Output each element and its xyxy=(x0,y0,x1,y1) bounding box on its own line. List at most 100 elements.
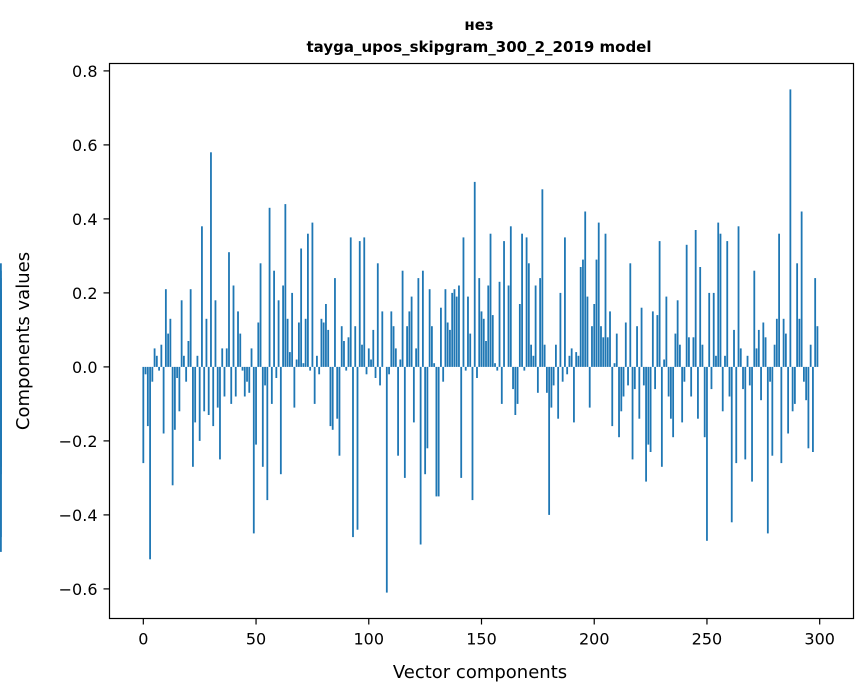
bar-124 xyxy=(421,270,424,367)
bar-127 xyxy=(428,289,431,367)
bar-186 xyxy=(561,366,564,382)
bar-298 xyxy=(814,278,817,367)
bar-249 xyxy=(703,366,706,438)
bar-121 xyxy=(415,348,418,367)
chart-title-line-2: tayga_upos_skipgram_300_2_2019 model xyxy=(307,38,652,56)
bar-297 xyxy=(812,366,814,452)
bar-294 xyxy=(805,366,808,401)
bar-142 xyxy=(462,237,465,367)
bar-109 xyxy=(388,366,390,375)
bar-13 xyxy=(171,366,174,486)
bar-129 xyxy=(433,363,436,367)
bar-174 xyxy=(534,285,537,367)
bar-153 xyxy=(487,285,490,367)
bar-154 xyxy=(489,233,492,367)
bar-137 xyxy=(451,292,454,367)
bar-1 xyxy=(144,366,147,375)
bar-10 xyxy=(164,289,167,367)
bar-135 xyxy=(446,322,449,367)
bar-2 xyxy=(146,366,149,427)
bar-277 xyxy=(766,366,769,534)
bar-35 xyxy=(221,348,224,367)
bar-288 xyxy=(791,366,794,412)
bar-259 xyxy=(726,241,729,367)
bar-217 xyxy=(631,366,634,460)
bar-256 xyxy=(719,233,722,367)
bar-171 xyxy=(527,263,530,367)
bar-287 xyxy=(789,89,792,367)
bar-275 xyxy=(762,322,765,367)
bar-130 xyxy=(435,366,438,497)
bar-85 xyxy=(334,278,336,367)
bar-79 xyxy=(320,318,323,367)
x-tick-label: 250 xyxy=(692,630,723,649)
bar-114 xyxy=(399,359,402,367)
bar-163 xyxy=(509,226,512,367)
bar-24 xyxy=(196,355,199,367)
bar-63 xyxy=(284,204,287,367)
bar-295 xyxy=(807,366,810,449)
bar-218 xyxy=(633,366,636,390)
bar-183 xyxy=(555,344,557,367)
bar-212 xyxy=(620,366,623,412)
bar-208 xyxy=(611,366,614,427)
x-tick-label: 0 xyxy=(138,630,148,649)
bar-178 xyxy=(543,344,546,367)
bar-94 xyxy=(354,326,357,367)
bar-202 xyxy=(597,222,600,367)
bar-100 xyxy=(367,348,370,367)
bar-26 xyxy=(201,226,203,367)
bar-81 xyxy=(325,304,327,367)
bar-72 xyxy=(304,318,307,367)
bar-239 xyxy=(681,366,684,423)
bar-71 xyxy=(302,363,305,367)
bar-229 xyxy=(658,241,661,367)
bar-240 xyxy=(683,366,686,382)
bar-257 xyxy=(721,366,724,412)
bar-262 xyxy=(733,329,735,367)
bar-225 xyxy=(649,366,652,452)
bar-53 xyxy=(261,366,264,467)
bar-252 xyxy=(710,366,713,390)
bar-84 xyxy=(331,366,334,430)
bar-43 xyxy=(239,333,242,367)
bar-undefined xyxy=(0,366,2,467)
bar-46 xyxy=(246,366,248,382)
bar-170 xyxy=(525,237,528,367)
bar-250 xyxy=(706,366,708,541)
bar-214 xyxy=(624,322,627,367)
bar-82 xyxy=(327,329,330,367)
bar-106 xyxy=(381,311,384,367)
bar-181 xyxy=(550,366,553,408)
bar-203 xyxy=(600,326,602,367)
bar-15 xyxy=(176,366,179,378)
bar-119 xyxy=(410,296,413,367)
bar-11 xyxy=(167,333,170,367)
bar-237 xyxy=(676,300,679,367)
bar-49 xyxy=(252,366,255,534)
bar-155 xyxy=(491,315,494,367)
bar-112 xyxy=(394,348,397,367)
bar-5 xyxy=(153,348,156,367)
bar-168 xyxy=(521,233,523,367)
bar-273 xyxy=(757,329,760,367)
bar-185 xyxy=(559,292,562,367)
bar-97 xyxy=(361,344,363,367)
bar-61 xyxy=(279,366,282,475)
x-tick-label: 50 xyxy=(246,630,266,649)
bar-36 xyxy=(223,366,226,397)
bar-62 xyxy=(282,285,284,367)
bar-247 xyxy=(699,267,702,367)
bar-158 xyxy=(498,281,501,367)
bar-87 xyxy=(338,366,341,456)
bar-151 xyxy=(482,318,485,367)
bar-286 xyxy=(787,366,790,434)
bar-156 xyxy=(494,363,496,367)
bar-54 xyxy=(264,366,266,386)
bar-284 xyxy=(782,318,785,367)
bar-143 xyxy=(464,366,467,371)
x-tick-label: 100 xyxy=(353,630,384,649)
bar-282 xyxy=(778,233,780,367)
bar-146 xyxy=(471,366,474,501)
